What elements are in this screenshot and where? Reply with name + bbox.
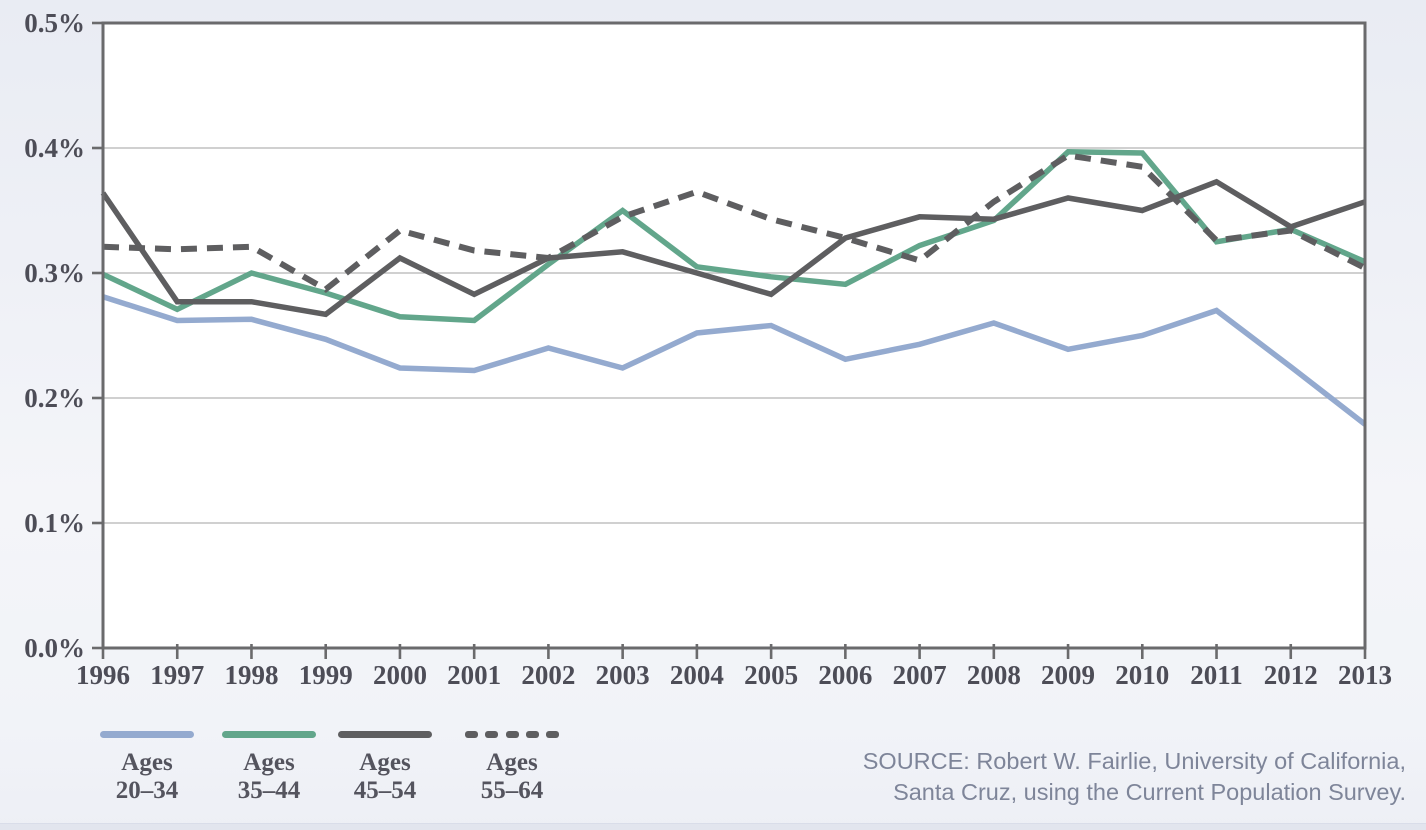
legend-dash xyxy=(485,731,499,738)
series-line-ages-45-54 xyxy=(100,178,1366,318)
x-tick-label: 1996 xyxy=(76,660,130,690)
y-tick-label: 0.2% xyxy=(24,383,85,413)
legend-label-line1: Ages xyxy=(486,749,538,776)
legend-dash xyxy=(505,731,519,738)
legend-dash xyxy=(465,731,478,738)
x-tick-label: 2010 xyxy=(1115,660,1169,690)
y-tick-label: 0.3% xyxy=(24,258,85,288)
bottom-strip xyxy=(0,823,1426,830)
legend-swatch-ages-35-44 xyxy=(222,731,316,738)
legend-swatch-ages-55-64 xyxy=(465,731,559,738)
legend-label-line2: 35–44 xyxy=(237,777,301,804)
legend-label-line2: 20–34 xyxy=(115,777,179,804)
legend-label-line2: 45–54 xyxy=(353,777,417,804)
legend-dash xyxy=(546,731,559,738)
x-tick-label: 2006 xyxy=(818,660,872,690)
x-tick-label: 2008 xyxy=(967,660,1021,690)
y-tick-label: 0.4% xyxy=(24,133,85,163)
x-tick-label: 2003 xyxy=(596,660,650,690)
x-tick-label: 2012 xyxy=(1264,660,1318,690)
x-tick-label: 2009 xyxy=(1041,660,1095,690)
legend-label-line1: Ages xyxy=(121,749,173,776)
x-tick-label: 2013 xyxy=(1338,660,1392,690)
legend-label: Ages 20–34 xyxy=(100,749,194,805)
plot-area xyxy=(103,23,1365,648)
legend-label-line1: Ages xyxy=(243,749,295,776)
x-tick-label: 2011 xyxy=(1190,660,1243,690)
legend-label: Ages 45–54 xyxy=(338,749,432,805)
legend-label: Ages 35–44 xyxy=(222,749,316,805)
legend-item-ages-35-44: Ages 35–44 xyxy=(222,731,316,805)
source-note: SOURCE: Robert W. Fairlie, University of… xyxy=(863,746,1406,808)
legend-label: Ages 55–64 xyxy=(465,749,559,805)
source-note-line2: Santa Cruz, using the Current Population… xyxy=(893,779,1406,805)
legend-item-ages-20-34: Ages 20–34 xyxy=(100,731,194,805)
source-note-line1: SOURCE: Robert W. Fairlie, University of… xyxy=(862,748,1406,774)
x-tick-label: 2007 xyxy=(893,660,947,690)
x-tick-label: 1999 xyxy=(299,660,353,690)
x-tick-label: 1998 xyxy=(224,660,278,690)
x-tick-label: 2002 xyxy=(521,660,575,690)
y-tick-label: 0.5% xyxy=(24,8,85,38)
x-tick-label: 2000 xyxy=(373,660,427,690)
x-tick-label: 1997 xyxy=(150,660,204,690)
legend-item-ages-45-54: Ages 45–54 xyxy=(338,731,432,805)
x-tick-label: 2005 xyxy=(744,660,798,690)
chart-frame xyxy=(101,21,1367,650)
legend-dash xyxy=(525,731,539,738)
series-line-ages-35-44 xyxy=(101,149,1367,324)
series-line-ages-55-64 xyxy=(102,152,1367,293)
legend-label-line1: Ages xyxy=(359,749,411,776)
legend: Ages 20–34 Ages 35–44 Ages 45–54 Ages 55… xyxy=(100,731,680,816)
y-tick-label: 0.1% xyxy=(24,508,85,538)
legend-item-ages-55-64: Ages 55–64 xyxy=(465,731,559,805)
x-tick-label: 2001 xyxy=(447,660,501,690)
legend-label-line2: 55–64 xyxy=(480,777,544,804)
legend-swatch-ages-20-34 xyxy=(100,731,194,738)
y-tick-label: 0.0% xyxy=(24,633,85,663)
series-line-ages-20-34 xyxy=(102,294,1367,427)
x-tick-label: 2004 xyxy=(670,660,724,690)
legend-swatch-ages-45-54 xyxy=(338,731,432,738)
